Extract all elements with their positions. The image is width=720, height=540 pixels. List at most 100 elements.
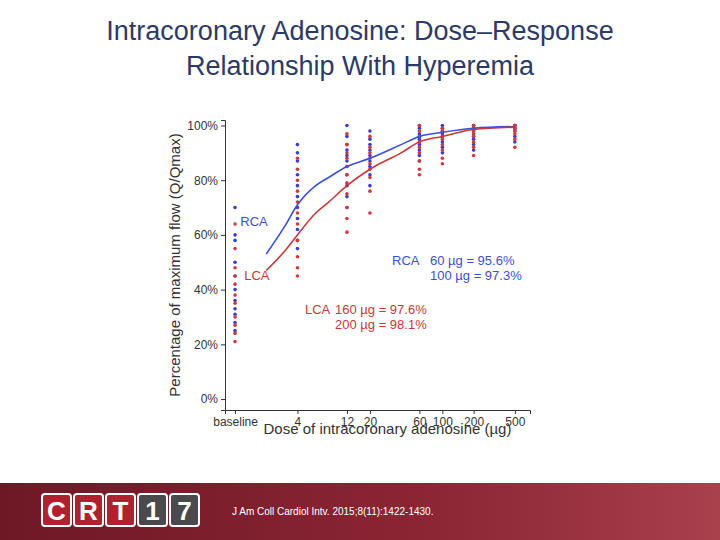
y-tick-label: 80% xyxy=(194,174,218,188)
data-point xyxy=(345,173,349,177)
data-point xyxy=(233,323,237,327)
y-tick: 80% xyxy=(194,174,225,188)
data-point xyxy=(296,274,300,278)
data-point xyxy=(418,159,422,163)
data-point xyxy=(296,189,300,193)
logo-letter: R xyxy=(79,496,98,526)
data-point xyxy=(296,167,300,171)
annotation-line: 200 µg = 98.1% xyxy=(335,317,427,332)
data-point xyxy=(296,184,300,188)
data-point xyxy=(513,146,517,150)
x-axis-title: Dose of intracoronary adenosine (µg) xyxy=(264,420,512,437)
data-point xyxy=(345,206,349,210)
data-point xyxy=(345,132,349,136)
data-point xyxy=(368,176,372,180)
data-point xyxy=(233,247,237,251)
logo-box xyxy=(170,494,199,526)
y-tick: 40% xyxy=(194,283,225,297)
y-tick-label: 60% xyxy=(194,228,218,242)
data-point xyxy=(233,282,237,286)
data-point xyxy=(472,135,476,139)
data-point xyxy=(233,293,237,297)
data-point xyxy=(233,340,237,344)
curve-label: LCA xyxy=(244,268,270,283)
data-point xyxy=(418,129,422,133)
background xyxy=(0,0,720,540)
data-point xyxy=(368,189,372,193)
data-point xyxy=(418,159,422,163)
data-point xyxy=(418,124,422,128)
data-point xyxy=(296,228,300,232)
footer-band xyxy=(0,483,720,540)
annotation-line: 100 µg = 97.3% xyxy=(430,268,522,283)
data-point xyxy=(345,143,349,147)
data-point xyxy=(233,307,237,311)
data-point xyxy=(233,315,237,319)
fit-curve xyxy=(266,127,515,254)
logo-letter: 7 xyxy=(177,496,191,526)
fit-curve xyxy=(266,127,515,270)
data-point xyxy=(345,124,349,128)
data-point xyxy=(345,173,349,177)
y-tick-mark xyxy=(221,399,225,400)
data-point xyxy=(345,143,349,147)
data-point xyxy=(368,162,372,166)
logo-box xyxy=(138,494,167,526)
data-point xyxy=(472,135,476,139)
x-tick-label: baseline xyxy=(213,415,258,429)
data-point xyxy=(441,157,445,161)
logo-box xyxy=(74,494,103,526)
data-point xyxy=(472,146,476,150)
data-point xyxy=(418,167,422,171)
data-point xyxy=(345,157,349,161)
x-tick-mark xyxy=(442,410,443,414)
data-point xyxy=(296,178,300,182)
data-point xyxy=(296,239,300,243)
data-point xyxy=(233,274,237,278)
annotation-line: 60 µg = 95.6% xyxy=(430,253,515,268)
logo-letter: T xyxy=(113,496,129,526)
data-point xyxy=(418,146,422,150)
data-point xyxy=(441,137,445,141)
data-point xyxy=(296,239,300,243)
y-axis-line xyxy=(221,121,226,411)
y-tick: 100% xyxy=(187,119,225,133)
data-point xyxy=(345,192,349,196)
data-point xyxy=(418,151,422,155)
data-point xyxy=(296,157,300,161)
title-line: Relationship With Hyperemia xyxy=(186,51,535,81)
x-tick-mark xyxy=(347,410,348,414)
data-point xyxy=(296,151,300,155)
plot-marks xyxy=(233,124,516,344)
data-point xyxy=(296,143,300,147)
data-point xyxy=(233,222,237,226)
y-tick-label: 100% xyxy=(187,119,218,133)
data-point xyxy=(368,211,372,215)
data-point xyxy=(296,266,300,270)
x-tick: baseline xyxy=(213,410,258,429)
data-point xyxy=(368,129,372,133)
x-tick-mark xyxy=(474,410,475,414)
data-point xyxy=(345,217,349,221)
data-point xyxy=(368,184,372,188)
source: J Am Coll Cardiol Intv. 2015;8(11):1422-… xyxy=(232,506,433,517)
y-tick: 60% xyxy=(194,228,225,242)
data-point xyxy=(441,148,445,152)
data-point xyxy=(233,274,237,278)
data-point xyxy=(296,217,300,221)
data-point xyxy=(233,206,237,210)
x-tick-mark xyxy=(419,410,420,414)
data-point xyxy=(296,195,300,199)
curve-label: RCA xyxy=(240,214,268,229)
slide: Intracoronary Adenosine: Dose–ResponseRe… xyxy=(0,0,720,540)
y-tick-label: 0% xyxy=(201,392,219,406)
x-axis-line xyxy=(226,411,531,415)
data-point xyxy=(233,260,237,264)
data-point xyxy=(345,230,349,234)
data-point xyxy=(233,288,237,292)
x-tick-mark xyxy=(515,410,516,414)
x-tick-mark xyxy=(235,410,236,414)
data-point xyxy=(296,255,300,259)
title: Intracoronary Adenosine: Dose–ResponseRe… xyxy=(106,16,613,81)
data-point xyxy=(296,247,300,251)
